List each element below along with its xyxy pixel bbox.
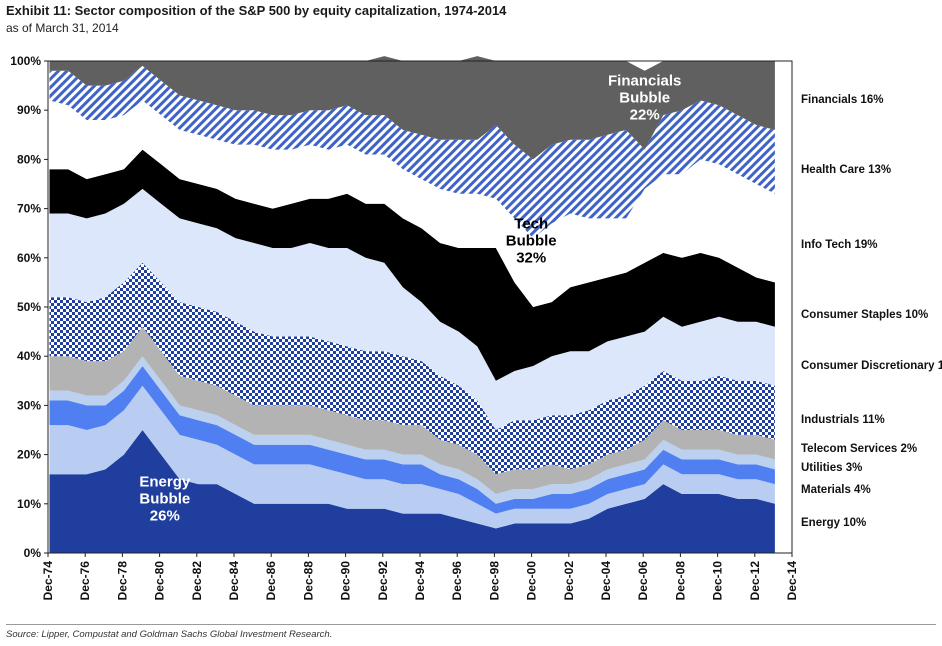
footer-rule xyxy=(6,624,936,625)
chart-title: Exhibit 11: Sector composition of the S&… xyxy=(6,3,507,18)
y-tick-label: 80% xyxy=(17,152,41,166)
chart-subtitle: as of March 31, 2014 xyxy=(6,21,119,35)
x-tick-label: Dec-82 xyxy=(190,561,204,601)
y-tick-label: 70% xyxy=(17,202,41,216)
area-energy xyxy=(49,430,775,553)
area-financials xyxy=(49,65,775,239)
x-tick-label: Dec-88 xyxy=(301,561,315,601)
x-tick-label: Dec-90 xyxy=(339,561,353,601)
area-other xyxy=(49,56,775,160)
annotation-energy-bubble: Energy Bubble 26% xyxy=(139,474,191,525)
x-tick-label: Dec-80 xyxy=(153,561,167,601)
x-tick-label: Dec-08 xyxy=(673,561,687,601)
legend-label-industrials: Industrials 11% xyxy=(801,414,885,426)
legend-label-financials: Financials 16% xyxy=(801,94,883,106)
y-tick-label: 30% xyxy=(17,398,41,412)
y-tick-label: 100% xyxy=(10,54,41,68)
x-tick-label: Dec-76 xyxy=(78,561,92,601)
x-tick-label: Dec-96 xyxy=(450,561,464,601)
x-tick-label: Dec-78 xyxy=(115,561,129,601)
area-materials xyxy=(49,385,775,529)
source-note: Source: Lipper, Compustat and Goldman Sa… xyxy=(6,629,333,640)
area-consumer-discretionary xyxy=(49,262,775,475)
x-tick-label: Dec-92 xyxy=(376,561,390,601)
y-tick-label: 90% xyxy=(17,103,41,117)
x-tick-label: Dec-94 xyxy=(413,561,427,601)
x-tick-label: Dec-74 xyxy=(41,561,55,601)
x-tick-label: Dec-04 xyxy=(599,561,613,601)
legend-label-info-tech: Info Tech 19% xyxy=(801,239,877,251)
area-utilities xyxy=(49,366,775,514)
x-tick-label: Dec-00 xyxy=(525,561,539,601)
legend-label-consumer-staples: Consumer Staples 10% xyxy=(801,309,928,321)
y-tick-label: 10% xyxy=(17,497,41,511)
y-tick-label: 40% xyxy=(17,349,41,363)
x-tick-label: Dec-84 xyxy=(227,561,241,601)
y-tick-label: 20% xyxy=(17,448,41,462)
legend-label-consumer-discretionary: Consumer Discretionary 12% xyxy=(801,360,942,372)
legend-label-utilities: Utilities 3% xyxy=(801,462,862,474)
legend-label-telecom-services: Telecom Services 2% xyxy=(801,443,917,455)
legend-label-energy: Energy 10% xyxy=(801,517,866,529)
annotation-tech-bubble: Tech Bubble 32% xyxy=(506,215,557,266)
y-tick-label: 0% xyxy=(24,546,42,560)
x-tick-label: Dec-10 xyxy=(711,561,725,601)
y-tick-label: 60% xyxy=(17,251,41,265)
x-tick-label: Dec-98 xyxy=(487,561,501,601)
legend-label-health-care: Health Care 13% xyxy=(801,164,891,176)
area-info-tech xyxy=(49,149,775,381)
annotation-financials-bubble: Financials Bubble 22% xyxy=(608,73,681,124)
sector-composition-chart: 0% 10% 20% 30% 40% 50% 60% 70% 80% 90% 100% Dec-74 D… xyxy=(10,54,942,601)
x-tick-label: Dec-86 xyxy=(264,561,278,601)
area-health-care xyxy=(49,100,775,308)
x-tick-label: Dec-14 xyxy=(785,561,799,601)
x-tick-label: Dec-02 xyxy=(562,561,576,601)
y-tick-label: 50% xyxy=(17,300,41,314)
x-tick-label: Dec-06 xyxy=(636,561,650,601)
legend-label-materials: Materials 4% xyxy=(801,484,871,496)
x-tick-label: Dec-12 xyxy=(748,561,762,601)
area-consumer-staples xyxy=(49,188,775,430)
